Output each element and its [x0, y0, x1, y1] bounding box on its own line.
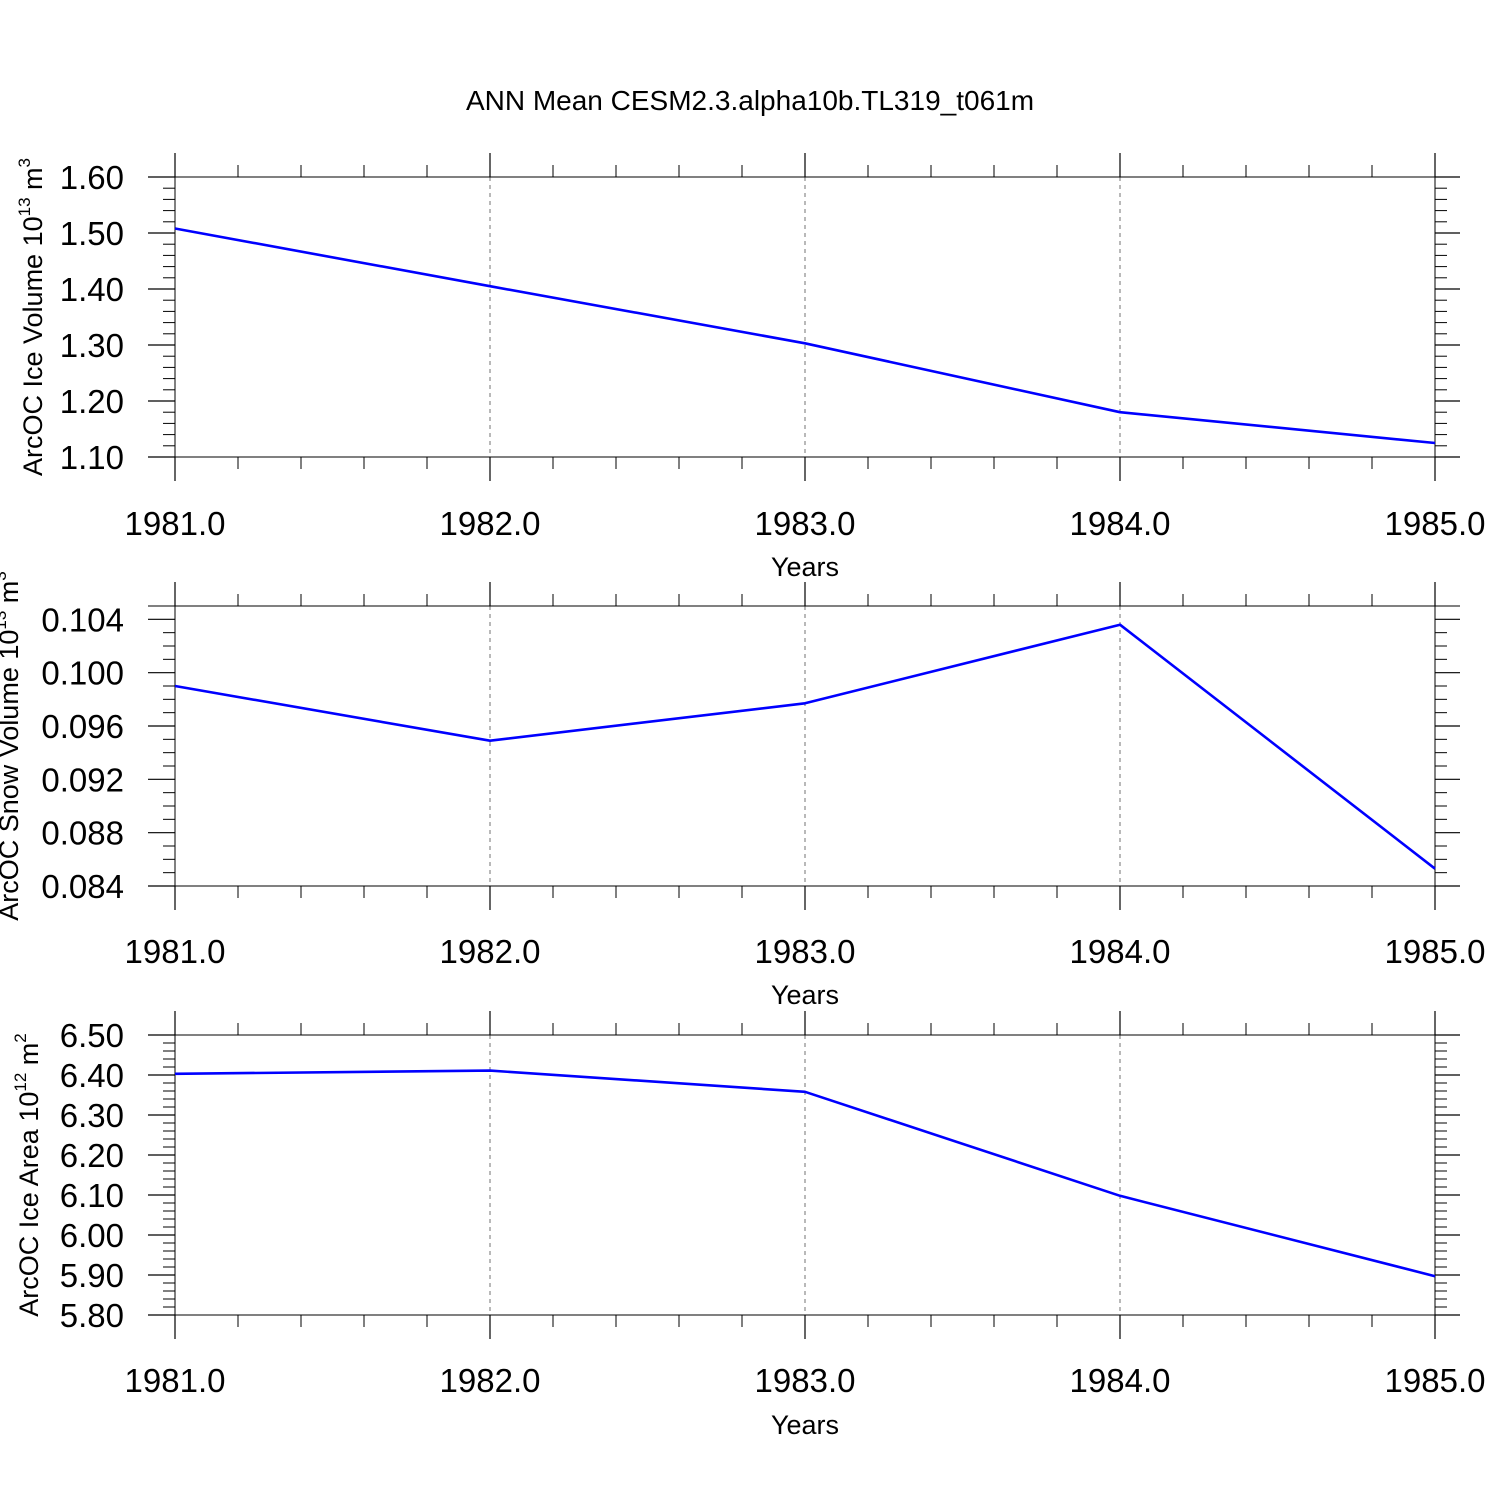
y-tick-label: 6.40	[60, 1057, 124, 1094]
x-tick-label: 1984.0	[1070, 1362, 1171, 1399]
y-axis-title-superscript: 13	[0, 611, 10, 630]
x-tick-label: 1983.0	[755, 1362, 856, 1399]
y-tick-label: 6.20	[60, 1137, 124, 1174]
y-axis-title-part: ArcOC Ice Volume 10	[18, 216, 48, 476]
y-axis-title: ArcOC Ice Volume 1013 m3	[15, 158, 48, 476]
x-tick-label: 1985.0	[1385, 1362, 1486, 1399]
x-tick-label: 1981.0	[125, 1362, 226, 1399]
x-axis-title: Years	[771, 552, 839, 582]
y-tick-label: 1.50	[60, 215, 124, 252]
y-axis-title-part: m	[0, 581, 24, 611]
y-tick-label: 5.90	[60, 1257, 124, 1294]
x-tick-label: 1982.0	[440, 1362, 541, 1399]
y-tick-label: 0.100	[41, 655, 124, 692]
x-axis-title: Years	[771, 1410, 839, 1440]
y-tick-label: 5.80	[60, 1297, 124, 1334]
y-axis-title-superscript: 3	[0, 571, 10, 580]
y-axis-title: ArcOC Snow Volume 1013 m3	[0, 571, 24, 921]
y-axis-title: ArcOC Ice Area 1012 m2	[11, 1033, 44, 1317]
y-tick-label: 1.10	[60, 439, 124, 476]
y-axis-title-part: m	[14, 1043, 44, 1073]
x-tick-label: 1983.0	[755, 505, 856, 542]
x-tick-label: 1982.0	[440, 505, 541, 542]
y-axis-title-part: ArcOC Snow Volume 10	[0, 630, 24, 921]
panel-ice-area: 1981.0 1982.0 1983.0 1984.0 1985.05.805.906.…	[11, 1011, 1485, 1440]
y-tick-label: 0.088	[41, 815, 124, 852]
y-tick-label: 1.20	[60, 383, 124, 420]
x-tick-label: 1983.0	[755, 933, 856, 970]
y-tick-label: 6.50	[60, 1017, 124, 1054]
x-tick-label: 1984.0	[1070, 505, 1171, 542]
y-tick-label: 0.096	[41, 708, 124, 745]
y-tick-label: 1.30	[60, 327, 124, 364]
panel-snow-volume: 1981.0 1982.0 1983.0 1984.0 1985.0 0.084 0.088…	[0, 571, 1485, 1010]
x-tick-label: 1985.0	[1385, 505, 1486, 542]
y-axis-title-superscript: 2	[11, 1033, 30, 1042]
y-axis-title-superscript: 12	[11, 1073, 30, 1092]
y-tick-label: 0.092	[41, 761, 124, 798]
x-tick-label: 1981.0	[125, 505, 226, 542]
y-tick-label: 1.40	[60, 271, 124, 308]
y-tick-label: 6.30	[60, 1097, 124, 1134]
y-axis-title-superscript: 3	[15, 158, 34, 167]
y-tick-label: 1.60	[60, 159, 124, 196]
y-tick-label: 0.084	[41, 868, 124, 905]
x-tick-label: 1984.0	[1070, 933, 1171, 970]
x-tick-label: 1982.0	[440, 933, 541, 970]
y-tick-label: 6.00	[60, 1217, 124, 1254]
x-tick-label: 1981.0	[125, 933, 226, 970]
y-tick-label: 6.10	[60, 1177, 124, 1214]
chart-title: ANN Mean CESM2.3.alpha10b.TL319_t061m	[466, 85, 1034, 116]
y-axis-title-part: m	[18, 167, 48, 197]
x-tick-label: 1985.0	[1385, 933, 1486, 970]
y-tick-label: 0.104	[41, 601, 124, 638]
x-axis-title: Years	[771, 980, 839, 1010]
y-axis-title-part: ArcOC Ice Area 10	[14, 1092, 44, 1317]
y-axis-title-superscript: 13	[15, 197, 34, 216]
panel-ice-volume: 1981.0 1982.0 1983.0 1984.0 1985.0 1.10 1.20 1.…	[15, 153, 1485, 582]
